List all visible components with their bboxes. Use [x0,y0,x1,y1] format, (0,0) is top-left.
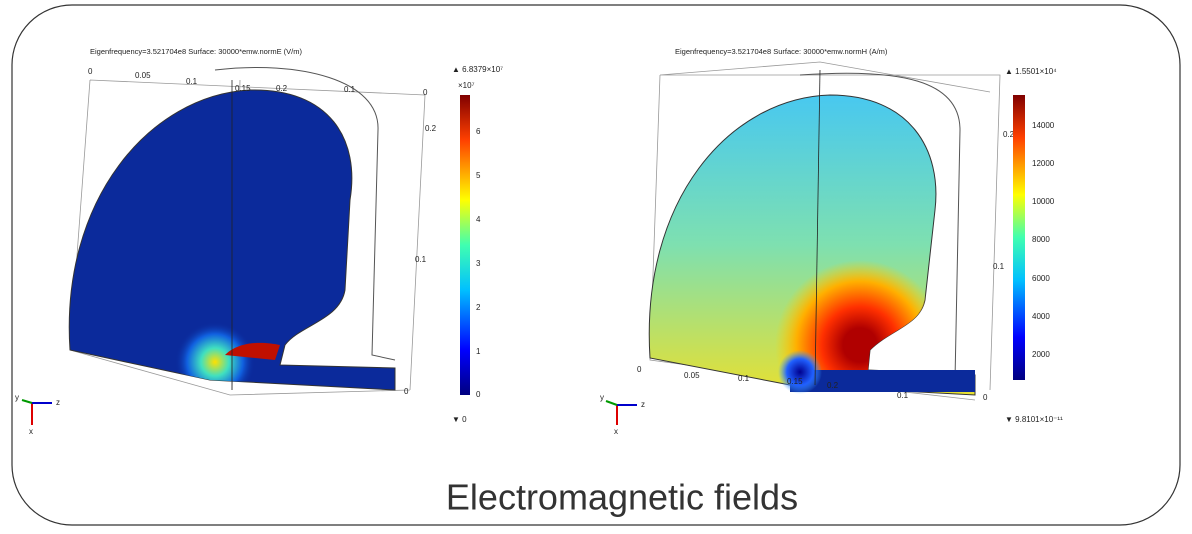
axis-label: 0.1 [186,77,198,86]
triad-label: y [15,393,19,402]
colorbar-tick: 6 [476,127,481,136]
triad-label: x [29,427,33,436]
plot-title: Eigenfrequency=3.521704e8 Surface: 30000… [90,47,303,56]
colorbar-tick: 8000 [1032,235,1050,244]
axis-label: 0.1 [738,374,750,383]
axis-label: 0.2 [425,124,437,133]
axis-triad: y z x [15,393,60,436]
colorbar-min: ▼ 9.8101×10⁻¹¹ [1005,415,1063,424]
colorbar-tick: 14000 [1032,121,1055,130]
axis-label: 0 [637,365,642,374]
colorbar-min: ▼ 0 [452,415,467,424]
axis-label: 0.05 [684,371,700,380]
colorbar-tick: 4000 [1032,312,1050,321]
axis-label: 0.15 [787,377,803,386]
colorbar-tick: 1 [476,347,481,356]
axis-label: 0 [88,67,93,76]
axis-label: 0.2 [827,381,839,390]
axis-triad: y z x [600,393,645,436]
colorbar-tick: 3 [476,259,481,268]
colorbar [460,95,470,395]
colorbar-tick: 4 [476,215,481,224]
axis-label: 0.2 [1003,130,1015,139]
triad-label: x [614,427,618,436]
left-plot: Eigenfrequency=3.521704e8 Surface: 30000… [15,47,503,436]
right-plot: Eigenfrequency=3.521704e8 Surface: 30000… [600,47,1063,436]
axis-label: 0.1 [415,255,427,264]
colorbar-multiplier: ×10⁷ [458,81,475,90]
colorbar-tick: 5 [476,171,481,180]
axis-label: 0.05 [135,71,151,80]
colorbar-tick: 0 [476,390,481,399]
triad-label: z [641,400,645,409]
plot-title: Eigenfrequency=3.521704e8 Surface: 30000… [675,47,888,56]
colorbar-tick: 10000 [1032,197,1055,206]
axis-label: 0 [983,393,988,402]
colorbar [1013,95,1025,380]
axis-label: 0 [404,387,409,396]
colorbar-tick: 12000 [1032,159,1055,168]
slide: Eigenfrequency=3.521704e8 Surface: 30000… [0,0,1192,534]
colorbar-tick: 2 [476,303,481,312]
axis-label: 0.1 [993,262,1005,271]
colorbar-tick: 6000 [1032,274,1050,283]
colorbar-max: ▲ 6.8379×10⁷ [452,65,503,74]
triad-label: y [600,393,604,402]
triad-label: z [56,398,60,407]
axis-label: 0.15 [235,84,251,93]
axis-label: 0.1 [344,85,356,94]
caption: Electromagnetic fields [446,477,798,518]
axis-label: 0 [423,88,428,97]
axis-label: 0.2 [276,84,288,93]
axis-label: 0.1 [897,391,909,400]
colorbar-max: ▲ 1.5501×10⁴ [1005,67,1057,76]
colorbar-tick: 2000 [1032,350,1050,359]
